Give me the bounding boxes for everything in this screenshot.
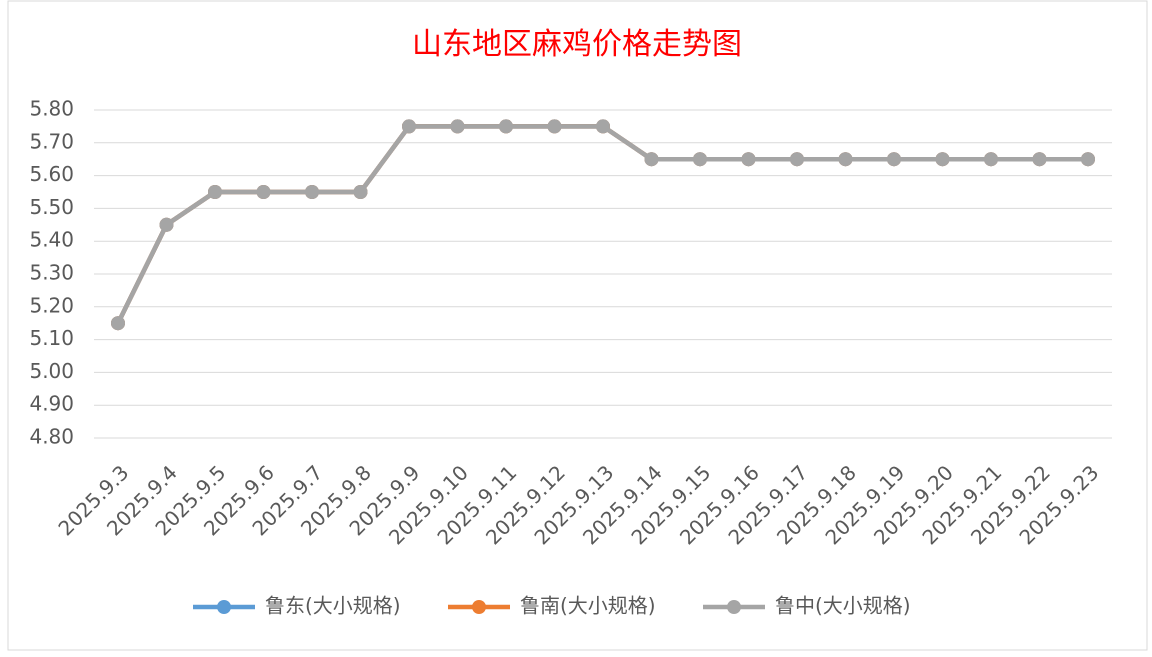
point-marker bbox=[790, 152, 804, 167]
y-tick-label: 5.70 bbox=[29, 129, 74, 153]
y-tick-label: 5.80 bbox=[29, 97, 74, 121]
point-marker bbox=[450, 119, 465, 134]
y-tick-label: 5.60 bbox=[29, 162, 74, 186]
legend-label: 鲁南(大小规格) bbox=[520, 594, 656, 618]
point-marker bbox=[984, 152, 998, 167]
point-marker bbox=[159, 217, 174, 232]
point-marker bbox=[1032, 152, 1047, 167]
y-tick-label: 5.30 bbox=[29, 261, 74, 285]
chart-title: 山东地区麻鸡价格走势图 bbox=[412, 27, 742, 62]
chart-frame bbox=[7, 0, 1148, 651]
point-marker bbox=[499, 119, 513, 134]
point-marker bbox=[547, 119, 562, 134]
point-marker bbox=[1081, 152, 1095, 167]
point-marker bbox=[644, 152, 659, 167]
point-marker bbox=[305, 185, 319, 199]
legend-label: 鲁中(大小规格) bbox=[775, 594, 911, 618]
point-marker bbox=[111, 316, 125, 331]
point-marker bbox=[693, 152, 707, 167]
legend-label: 鲁东(大小规格) bbox=[265, 594, 401, 618]
point-marker bbox=[935, 152, 950, 167]
legend-marker bbox=[727, 600, 741, 614]
point-marker bbox=[353, 185, 368, 199]
y-tick-label: 5.40 bbox=[29, 228, 74, 252]
y-tick-label: 4.90 bbox=[29, 392, 74, 416]
y-tick-label: 4.80 bbox=[29, 425, 74, 449]
y-tick-label: 5.10 bbox=[29, 326, 74, 350]
legend-marker bbox=[472, 600, 486, 614]
point-marker bbox=[256, 185, 271, 199]
point-marker bbox=[208, 185, 222, 199]
point-marker bbox=[887, 152, 901, 167]
y-tick-label: 5.20 bbox=[29, 293, 74, 317]
point-marker bbox=[838, 152, 853, 167]
legend-marker bbox=[217, 600, 231, 614]
point-marker bbox=[741, 152, 756, 167]
y-tick-label: 5.00 bbox=[29, 359, 74, 383]
y-tick-label: 5.50 bbox=[29, 195, 74, 219]
point-marker bbox=[596, 119, 610, 134]
point-marker bbox=[402, 119, 416, 134]
